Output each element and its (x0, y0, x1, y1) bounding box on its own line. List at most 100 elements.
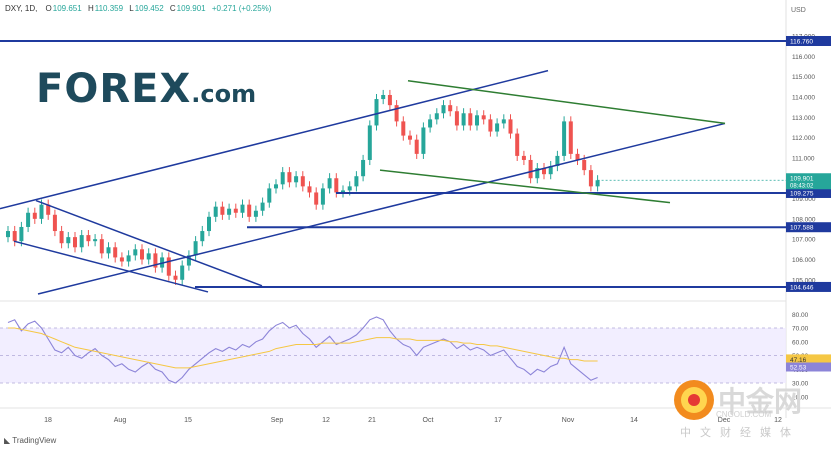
ohlc-legend: DXY, 1D, O109.651 H110.359 L109.452 C109… (5, 4, 271, 13)
x-tick-label: Oct (423, 417, 434, 424)
candle (127, 255, 131, 261)
candle (220, 207, 224, 215)
candle (314, 192, 318, 204)
candle (19, 227, 23, 241)
rsi-tick-label: 70.00 (792, 326, 809, 333)
candle (509, 119, 513, 133)
candle (6, 231, 10, 237)
candle (73, 237, 77, 247)
candle (167, 257, 171, 275)
candle (267, 188, 271, 202)
candle (482, 115, 486, 119)
candle (522, 156, 526, 160)
candle (308, 186, 312, 192)
candle (147, 253, 151, 259)
change-value: +0.271 (+0.25%) (212, 4, 272, 13)
candle (388, 95, 392, 105)
candle (488, 119, 492, 131)
candle (361, 160, 365, 176)
candle (354, 176, 358, 186)
candle (589, 170, 593, 186)
candle (415, 140, 419, 154)
candle (368, 125, 372, 160)
candle (241, 205, 245, 213)
candle (93, 239, 97, 241)
x-tick-label: 18 (44, 417, 52, 424)
level-tag-label: 109.275 (790, 190, 814, 197)
price-tick-label: 114.000 (792, 95, 815, 102)
candle (596, 180, 600, 186)
price-tick-label: 113.000 (792, 115, 815, 122)
price-tick-label: 107.000 (792, 237, 816, 244)
candle (180, 266, 184, 280)
candle (401, 121, 405, 135)
candle (435, 113, 439, 119)
low-label: L (129, 4, 133, 13)
channel-lower-line (38, 123, 725, 294)
watermark-line: 中文财经媒体 (680, 424, 800, 440)
level-tag-label: 107.588 (790, 225, 814, 232)
candle (53, 215, 57, 231)
x-tick-label: 17 (494, 417, 502, 424)
candle (113, 247, 117, 257)
high-value: 110.359 (95, 4, 123, 13)
logo-main: FOREX (36, 66, 191, 112)
candle (60, 231, 64, 243)
candle (408, 136, 412, 140)
close-value: 109.901 (177, 4, 206, 13)
level-tag-label: 104.646 (790, 284, 814, 291)
high-label: H (88, 4, 94, 13)
candle (261, 203, 265, 211)
rsi-tick-label: 60.00 (792, 339, 809, 346)
candle (80, 235, 84, 247)
candle (582, 160, 586, 170)
candle (254, 211, 258, 217)
x-tick-label: Sep (271, 417, 284, 424)
candle (274, 184, 278, 188)
candle (281, 172, 285, 184)
candle (448, 105, 452, 111)
candle (301, 176, 305, 186)
candle (40, 205, 44, 219)
candle (227, 209, 231, 215)
candle (33, 213, 37, 219)
candle (107, 247, 111, 253)
candle (287, 172, 291, 182)
candle (502, 119, 506, 123)
candle (334, 178, 338, 192)
x-tick-label: 12 (322, 417, 330, 424)
candle (247, 205, 251, 217)
candle (26, 213, 30, 227)
open-value: 109.651 (53, 4, 82, 13)
x-tick-label: 21 (368, 417, 376, 424)
candle (234, 209, 238, 213)
countdown-label: 08:43:02 (790, 183, 814, 189)
candle (562, 121, 566, 156)
symbol-label: DXY, 1D, (5, 4, 37, 13)
x-tick-label: 15 (184, 417, 192, 424)
low-value: 109.452 (135, 4, 164, 13)
candle (133, 249, 137, 255)
rsi-tick-label: 80.00 (792, 312, 809, 319)
candle (294, 176, 298, 182)
price-tick-label: 111.000 (792, 155, 815, 162)
current-price-label: 109.901 (790, 175, 814, 182)
candle (475, 115, 479, 125)
candle (328, 178, 332, 188)
candle (348, 186, 352, 190)
candle (207, 217, 211, 231)
candle (515, 134, 519, 156)
candle (140, 249, 144, 259)
candle (529, 160, 533, 178)
candle (569, 121, 573, 153)
x-tick-label: Aug (114, 417, 127, 424)
candle (381, 95, 385, 99)
price-tick-label: 116.000 (792, 54, 815, 61)
candle (455, 111, 459, 125)
candle (395, 105, 399, 121)
candle (421, 127, 425, 153)
x-tick-label: 14 (630, 417, 638, 424)
watermark-icon (672, 378, 716, 422)
tradingview-brand[interactable]: ◣ TradingView (4, 436, 56, 445)
tradingview-icon: ◣ (4, 436, 12, 445)
